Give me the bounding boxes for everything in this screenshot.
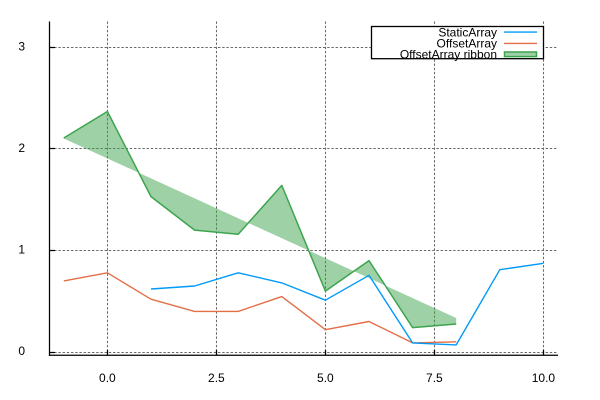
svg-text:0.0: 0.0: [99, 371, 116, 385]
svg-text:10.0: 10.0: [532, 371, 556, 385]
svg-text:0: 0: [18, 344, 25, 358]
svg-text:5.0: 5.0: [317, 371, 334, 385]
svg-text:1: 1: [18, 243, 25, 257]
svg-text:3: 3: [18, 40, 25, 54]
svg-text:2.5: 2.5: [208, 371, 225, 385]
svg-text:2: 2: [18, 141, 25, 155]
svg-text:OffsetArray ribbon: OffsetArray ribbon: [400, 47, 497, 61]
svg-text:OffsetArray: OffsetArray: [437, 36, 497, 50]
svg-text:StaticArray: StaticArray: [438, 25, 497, 39]
svg-text:7.5: 7.5: [426, 371, 443, 385]
